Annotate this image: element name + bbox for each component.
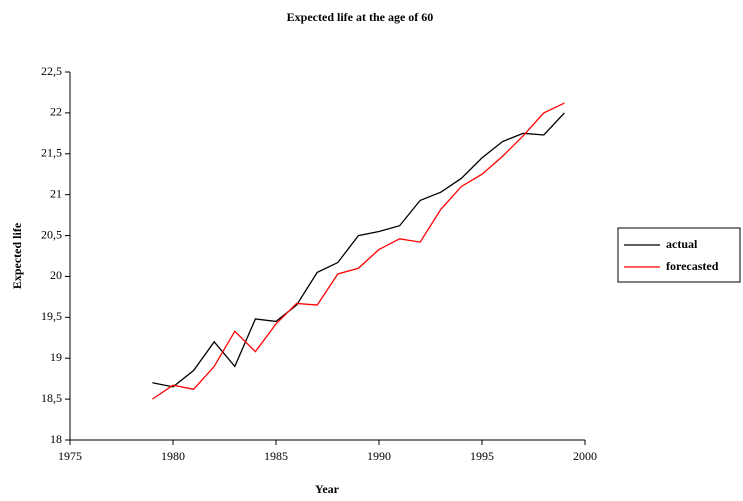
y-tick-label: 19 [50, 350, 62, 364]
y-tick-label: 20,5 [41, 227, 62, 241]
y-tick-label: 20 [50, 268, 62, 282]
y-tick-label: 19,5 [41, 309, 62, 323]
y-tick-label: 18 [50, 432, 62, 446]
x-tick-label: 1995 [470, 449, 494, 463]
series-line [152, 112, 565, 388]
x-tick-label: 1985 [264, 449, 288, 463]
y-axis-label: Expected life [10, 222, 24, 289]
x-tick-label: 2000 [573, 449, 597, 463]
x-tick-label: 1975 [58, 449, 82, 463]
y-tick-label: 22,5 [41, 64, 62, 78]
x-tick-label: 1980 [161, 449, 185, 463]
legend-label: actual [666, 237, 698, 251]
legend-label: forecasted [666, 259, 719, 273]
x-tick-label: 1990 [367, 449, 391, 463]
chart-title: Expected life at the age of 60 [287, 10, 434, 24]
series-line [152, 102, 565, 400]
y-tick-label: 22 [50, 105, 62, 119]
y-tick-label: 21 [50, 186, 62, 200]
y-tick-label: 21,5 [41, 146, 62, 160]
legend-box [617, 227, 741, 283]
x-axis-label: Year [315, 482, 340, 496]
y-tick-label: 18,5 [41, 391, 62, 405]
